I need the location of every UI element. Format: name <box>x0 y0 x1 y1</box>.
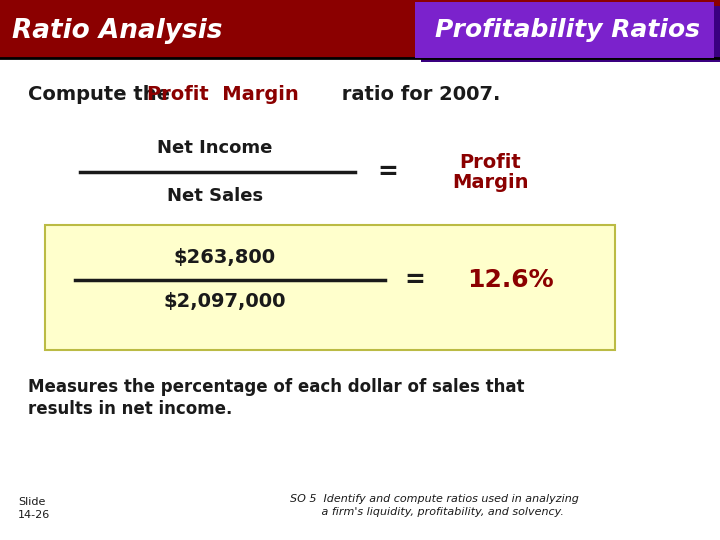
Text: Net Sales: Net Sales <box>167 187 263 205</box>
Text: SO 5  Identify and compute ratios used in analyzing: SO 5 Identify and compute ratios used in… <box>290 494 579 504</box>
FancyBboxPatch shape <box>45 225 615 350</box>
FancyBboxPatch shape <box>415 2 714 58</box>
Text: =: = <box>377 160 398 184</box>
Text: results in net income.: results in net income. <box>28 400 233 418</box>
Text: 14-26: 14-26 <box>18 510 50 520</box>
Text: $263,800: $263,800 <box>174 248 276 267</box>
Text: Profit: Profit <box>459 153 521 172</box>
Text: Profit  Margin: Profit Margin <box>147 85 299 105</box>
Text: Margin: Margin <box>451 173 528 192</box>
Text: Slide: Slide <box>18 497 45 507</box>
Text: Compute the: Compute the <box>28 85 176 105</box>
Text: Ratio Analysis: Ratio Analysis <box>12 18 222 44</box>
Text: 12.6%: 12.6% <box>467 268 553 292</box>
FancyBboxPatch shape <box>0 0 720 58</box>
Text: a firm's liquidity, profitability, and solvency.: a firm's liquidity, profitability, and s… <box>290 507 564 517</box>
Text: Profitability Ratios: Profitability Ratios <box>435 18 700 42</box>
Text: Measures the percentage of each dollar of sales that: Measures the percentage of each dollar o… <box>28 378 524 396</box>
Text: $2,097,000: $2,097,000 <box>163 293 287 312</box>
FancyBboxPatch shape <box>421 6 720 62</box>
Text: =: = <box>405 268 426 292</box>
Text: ratio for 2007.: ratio for 2007. <box>335 85 500 105</box>
Text: Net Income: Net Income <box>157 139 273 157</box>
